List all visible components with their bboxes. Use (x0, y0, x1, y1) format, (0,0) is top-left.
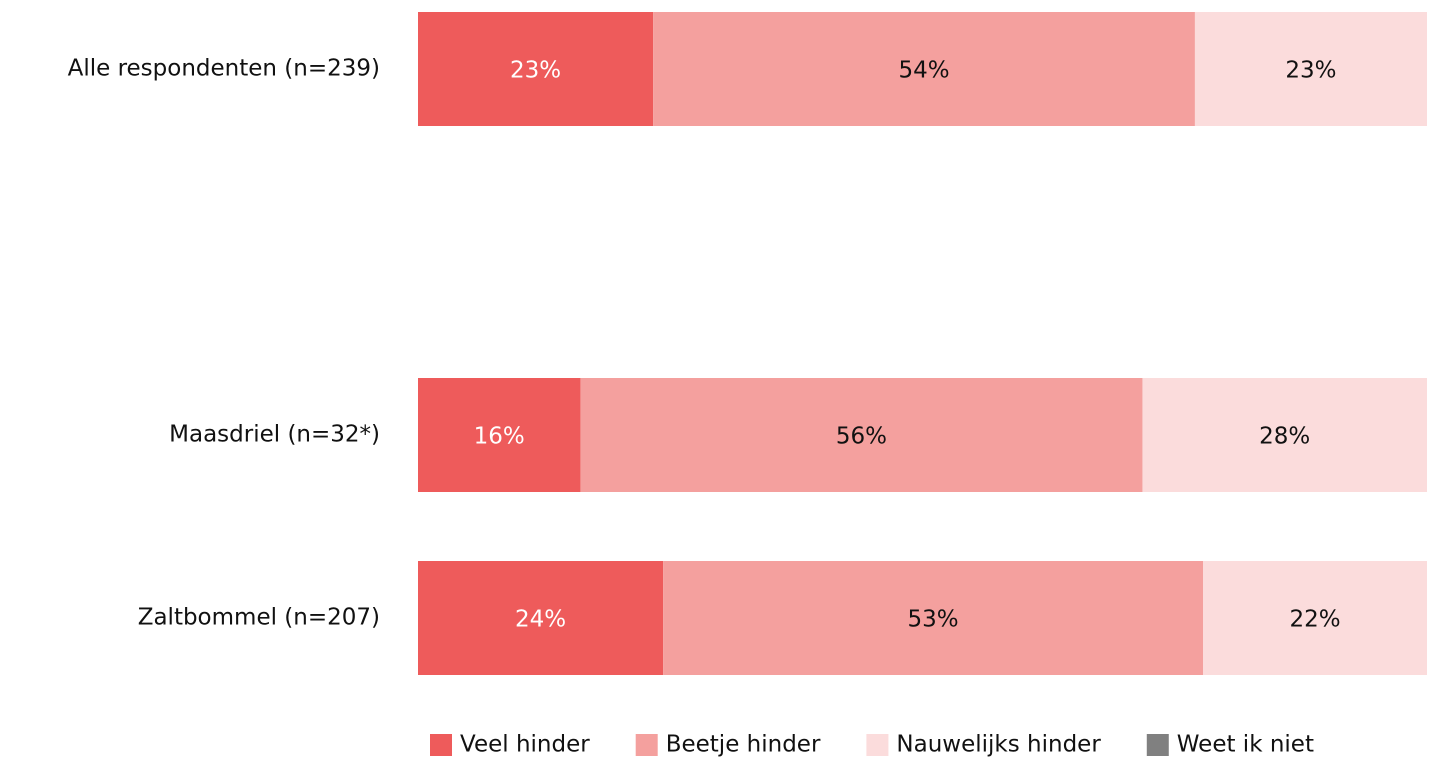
legend-swatch (1146, 734, 1169, 756)
data-label: 23% (1285, 58, 1336, 84)
legend-label: Nauwelijks hinder (896, 732, 1101, 758)
data-label: 22% (1289, 607, 1340, 633)
data-label: 54% (898, 58, 949, 84)
bar-segment (580, 378, 1143, 492)
legend-swatch (430, 734, 452, 756)
legend-label: Veel hinder (460, 732, 590, 758)
legend-swatch (635, 734, 658, 756)
legend-swatch (866, 734, 889, 756)
bar-segment (418, 12, 654, 126)
bar-segment (1142, 378, 1427, 492)
bar-segment (1203, 561, 1427, 675)
bar-segment (653, 12, 1195, 126)
data-label: 16% (474, 424, 525, 450)
category-label: Zaltbommel (n=207) (138, 605, 380, 631)
data-label: 23% (510, 58, 561, 84)
data-label: 56% (836, 424, 887, 450)
bar-segment (418, 378, 581, 492)
bar-segment (1194, 12, 1427, 126)
data-label: 53% (908, 607, 959, 633)
data-label: 24% (515, 607, 566, 633)
bar-segment (663, 561, 1204, 675)
category-label: Maasdriel (n=32*) (169, 422, 380, 448)
data-label: 28% (1259, 424, 1310, 450)
category-label: Alle respondenten (n=239) (68, 56, 380, 82)
bar-segment (418, 561, 664, 675)
legend-label: Weet ik niet (1177, 732, 1314, 758)
legend-label: Beetje hinder (666, 732, 821, 758)
